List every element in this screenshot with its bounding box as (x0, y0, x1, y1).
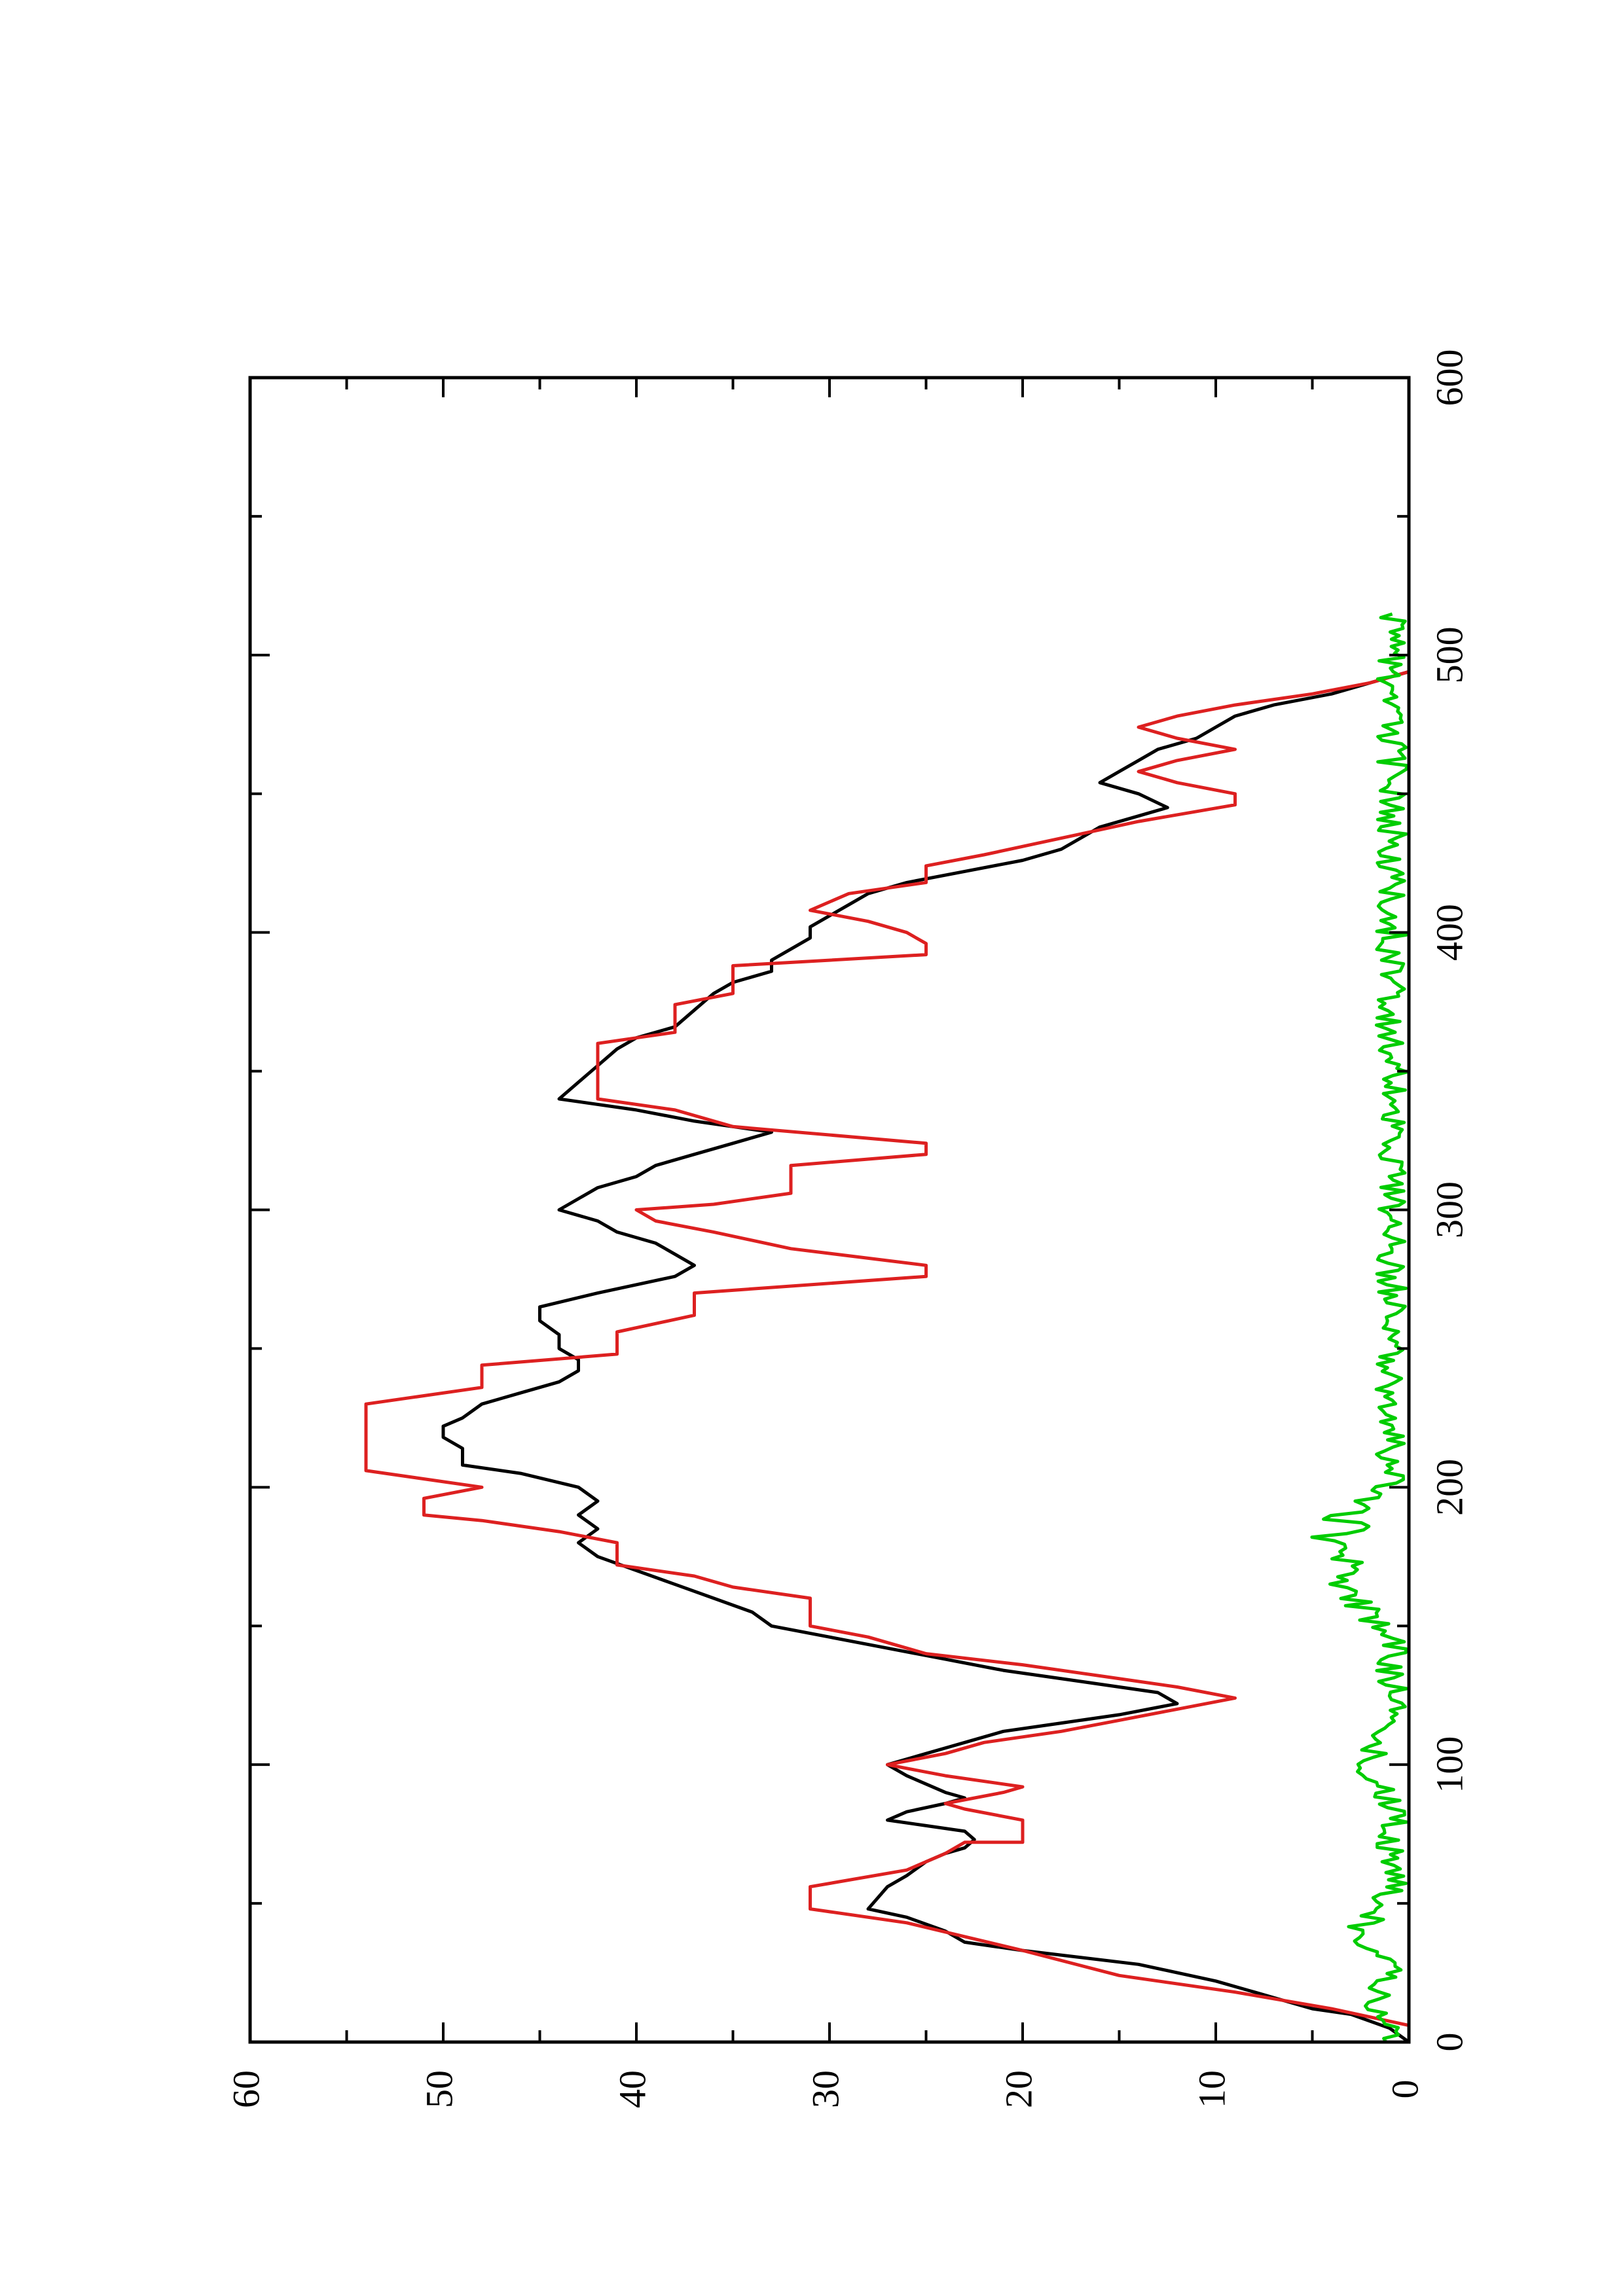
y-tick-label: 40 (611, 2070, 653, 2108)
ticks-layer: 0 100 200 300 400 500 600 0 10 20 30 40 50 60 (225, 350, 1470, 2109)
y-tick-label: 10 (1190, 2070, 1233, 2108)
plot-frame (248, 376, 1411, 2044)
x-tick-label: 100 (1428, 1736, 1470, 1793)
x-tick-label: 600 (1428, 350, 1470, 406)
y-tick-label: 50 (418, 2070, 460, 2108)
series-line-1 (441, 670, 1410, 2044)
y-tick-label: 20 (997, 2070, 1040, 2108)
x-tick-label: 300 (1428, 1181, 1470, 1238)
x-tick-label: 500 (1428, 626, 1470, 683)
series-line-3 (1310, 612, 1409, 2043)
y-tick-label: 0 (1383, 2080, 1426, 2099)
x-tick-label: 200 (1428, 1459, 1470, 1516)
x-tick-label: 0 (1428, 2033, 1470, 2052)
y-tick-label: 30 (804, 2070, 847, 2108)
plot-area: 0 100 200 300 400 500 600 0 10 20 30 40 50 60 (225, 350, 1470, 2109)
series-line-2 (364, 670, 1411, 2042)
y-tick-label: 60 (225, 2070, 267, 2108)
series-layer (364, 612, 1411, 2044)
x-tick-label: 400 (1428, 904, 1470, 961)
